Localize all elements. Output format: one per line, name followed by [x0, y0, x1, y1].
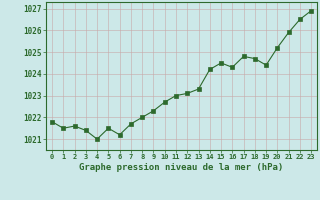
- X-axis label: Graphe pression niveau de la mer (hPa): Graphe pression niveau de la mer (hPa): [79, 163, 284, 172]
